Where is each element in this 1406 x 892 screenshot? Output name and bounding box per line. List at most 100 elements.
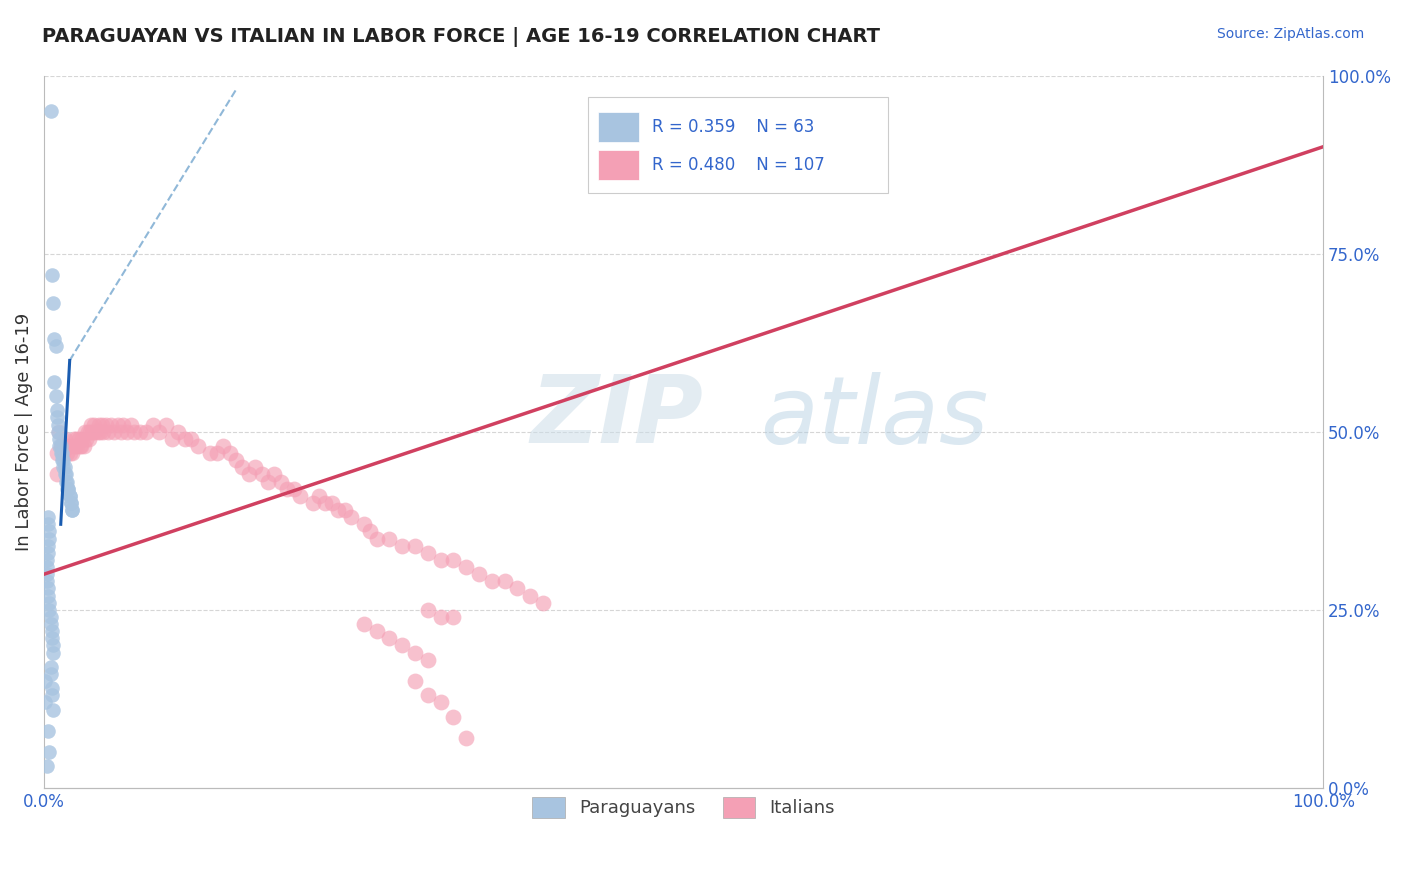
Point: [45, 467, 67, 482]
Point: [45, 339, 67, 353]
Text: PARAGUAYAN VS ITALIAN IN LABOR FORCE | AGE 16-19 CORRELATION CHART: PARAGUAYAN VS ITALIAN IN LABOR FORCE | A…: [42, 27, 880, 46]
Point: [353, 617, 375, 632]
Point: [60, 446, 83, 460]
Point: [41, 688, 63, 702]
Point: [38, 596, 60, 610]
Point: [49, 439, 72, 453]
Point: [49, 446, 72, 460]
Point: [494, 574, 516, 589]
Point: [481, 574, 503, 589]
Point: [42, 639, 65, 653]
Point: [456, 560, 478, 574]
Point: [52, 460, 75, 475]
Point: [35, 759, 58, 773]
Point: [250, 467, 273, 482]
Point: [353, 517, 375, 532]
Point: [333, 503, 356, 517]
Point: [416, 603, 439, 617]
Point: [83, 417, 105, 432]
Text: Source: ZipAtlas.com: Source: ZipAtlas.com: [1216, 27, 1364, 41]
Point: [366, 532, 388, 546]
Point: [416, 546, 439, 560]
Point: [308, 489, 330, 503]
Point: [225, 453, 247, 467]
Point: [58, 482, 80, 496]
Point: [41, 681, 63, 695]
Point: [506, 582, 529, 596]
Point: [37, 517, 59, 532]
Point: [429, 695, 451, 709]
Text: atlas: atlas: [761, 372, 988, 463]
Point: [117, 425, 139, 439]
Point: [103, 425, 125, 439]
Point: [100, 417, 122, 432]
Point: [59, 489, 82, 503]
Point: [84, 425, 107, 439]
Point: [391, 539, 413, 553]
Point: [52, 453, 75, 467]
Point: [53, 467, 76, 482]
Point: [34, 673, 56, 688]
Point: [62, 432, 84, 446]
Point: [76, 425, 98, 439]
Point: [205, 446, 228, 460]
Point: [243, 460, 266, 475]
Point: [37, 546, 59, 560]
Point: [42, 646, 65, 660]
Point: [90, 417, 112, 432]
Point: [129, 425, 152, 439]
Point: [75, 432, 97, 446]
Point: [416, 688, 439, 702]
Point: [135, 425, 157, 439]
Point: [77, 432, 100, 446]
Point: [45, 403, 67, 417]
Point: [45, 410, 67, 425]
Point: [87, 417, 110, 432]
Point: [48, 425, 70, 439]
Point: [39, 666, 62, 681]
Point: [41, 632, 63, 646]
Point: [404, 539, 426, 553]
Point: [41, 624, 63, 639]
Point: [391, 639, 413, 653]
Point: [39, 610, 62, 624]
Point: [56, 482, 79, 496]
Point: [58, 482, 80, 496]
Point: [321, 496, 343, 510]
Point: [48, 439, 70, 453]
Point: [155, 417, 177, 432]
Point: [79, 425, 101, 439]
Point: [72, 432, 94, 446]
Point: [35, 560, 58, 574]
Point: [35, 553, 58, 567]
Point: [37, 723, 59, 738]
Point: [110, 425, 132, 439]
Point: [288, 489, 311, 503]
Point: [46, 417, 69, 432]
Point: [301, 496, 323, 510]
Point: [44, 332, 66, 346]
Point: [73, 425, 96, 439]
Legend: Paraguayans, Italians: Paraguayans, Italians: [524, 789, 842, 825]
Text: R = 0.480    N = 107: R = 0.480 N = 107: [651, 155, 824, 174]
Point: [46, 425, 69, 439]
Text: R = 0.359    N = 63: R = 0.359 N = 63: [651, 118, 814, 136]
Point: [45, 389, 67, 403]
Point: [65, 432, 87, 446]
Point: [441, 709, 464, 723]
Point: [35, 574, 58, 589]
Point: [55, 475, 77, 489]
Point: [107, 417, 129, 432]
Point: [200, 446, 222, 460]
Point: [80, 417, 103, 432]
Point: [38, 603, 60, 617]
Point: [180, 432, 202, 446]
Point: [378, 632, 401, 646]
Point: [67, 432, 90, 446]
Point: [212, 439, 235, 453]
Point: [73, 439, 96, 453]
Point: [51, 453, 73, 467]
Point: [441, 553, 464, 567]
Point: [66, 439, 89, 453]
Point: [315, 496, 337, 510]
